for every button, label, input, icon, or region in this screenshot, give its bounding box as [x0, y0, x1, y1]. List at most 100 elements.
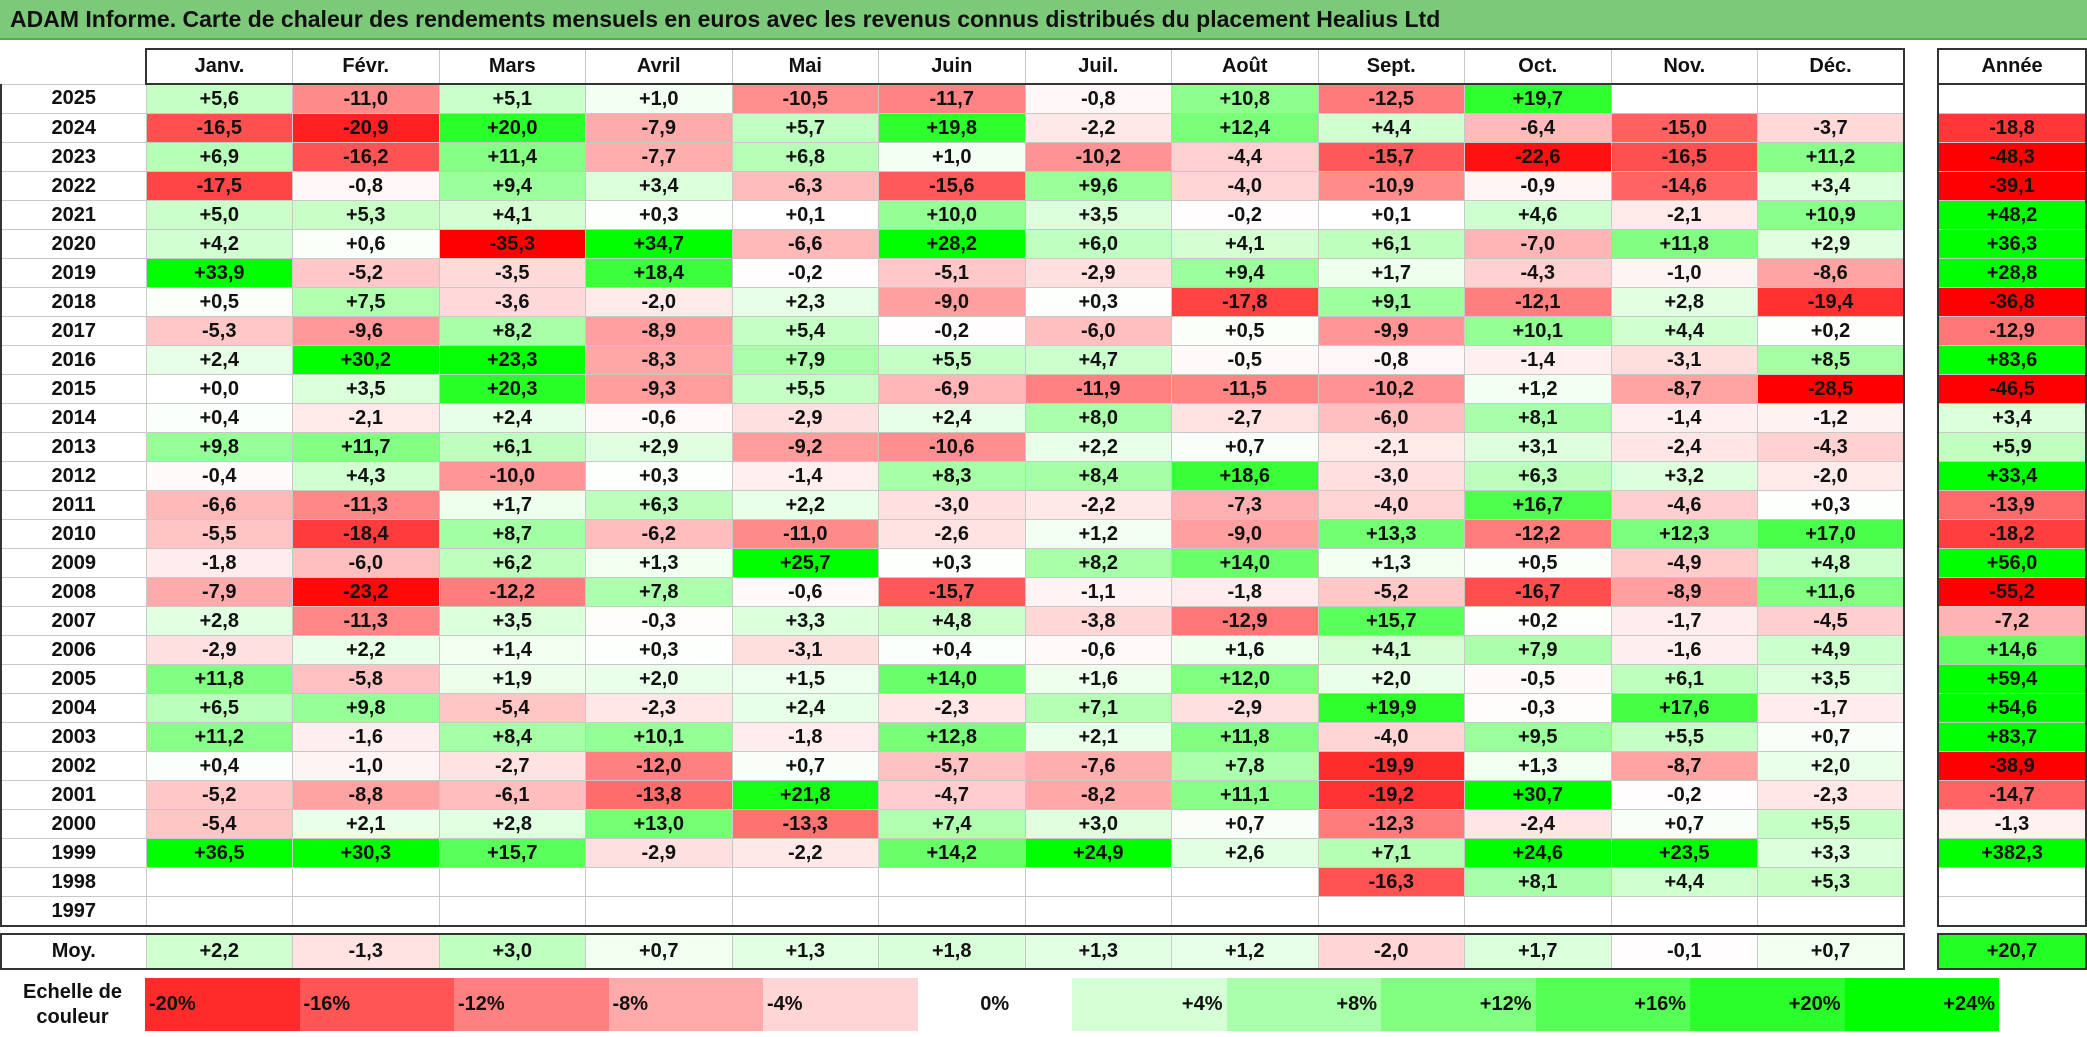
heatmap-cell: +17,6 — [1610, 693, 1758, 723]
heatmap-cell: +30,7 — [1464, 780, 1612, 810]
heatmap-cell: -2,4 — [1610, 432, 1758, 462]
heatmap-cell: +36,5 — [145, 838, 293, 868]
annual-cell: -18,8 — [1937, 113, 2087, 143]
heatmap-cell: -2,9 — [585, 838, 733, 868]
heatmap-cell: +0,7 — [1171, 809, 1319, 839]
heatmap-cell: -8,9 — [585, 316, 733, 346]
heatmap-cell: -2,1 — [1317, 432, 1465, 462]
heatmap-cell — [1610, 896, 1758, 927]
heatmap-cell: -11,9 — [1024, 374, 1172, 404]
heatmap-cell: +5,0 — [145, 200, 293, 230]
heatmap-cell: -2,9 — [1024, 258, 1172, 288]
heatmap-cell: +3,4 — [1757, 171, 1905, 201]
heatmap-cell: -13,8 — [585, 780, 733, 810]
heatmap-cell: +1,7 — [1317, 258, 1465, 288]
heatmap-cell: +7,9 — [1464, 635, 1612, 665]
average-cell: +1,8 — [878, 933, 1026, 970]
month-header: Mai — [731, 48, 879, 85]
heatmap-cell: -10,0 — [438, 461, 586, 491]
year-row: 2013 +9,8 +11,7 +6,1 +2,9 -9,2 -10,6 +2,2 +0,7 -2… — [0, 432, 1905, 462]
heatmap-cell: +3,3 — [1757, 838, 1905, 868]
year-row: 2023 +6,9 -16,2 +11,4 -7,7 +6,8 +1,0 -10,2 -4,4-… — [0, 142, 1905, 172]
heatmap-cell: +24,6 — [1464, 838, 1612, 868]
heatmap-cell: -15,0 — [1610, 113, 1758, 143]
heatmap-cell: +14,2 — [878, 838, 1026, 868]
heatmap-cell: -15,7 — [878, 577, 1026, 607]
heatmap-cell: +2,8 — [1610, 287, 1758, 317]
year-label: 2022 — [0, 171, 147, 201]
heatmap-cell: -1,0 — [1610, 258, 1758, 288]
year-row: 2019 +33,9 -5,2 -3,5 +18,4 -0,2 -5,1 -2,9 +9,4 +1… — [0, 258, 1905, 288]
heatmap-cell: +13,3 — [1317, 519, 1465, 549]
heatmap-cell: +10,9 — [1757, 200, 1905, 230]
heatmap-cell: +8,7 — [438, 519, 586, 549]
heatmap-cell: +9,8 — [145, 432, 293, 462]
heatmap-cell: +7,1 — [1024, 693, 1172, 723]
annual-cell: -18,2 — [1937, 519, 2087, 549]
heatmap-cell: -0,4 — [145, 461, 293, 491]
heatmap-cell: +1,4 — [438, 635, 586, 665]
heatmap-cell: +1,3 — [1464, 751, 1612, 781]
heatmap-cell: +0,5 — [145, 287, 293, 317]
month-header: Janv. — [145, 48, 293, 85]
heatmap-cell: -5,5 — [145, 519, 293, 549]
annual-cell: +5,9 — [1937, 432, 2087, 462]
heatmap-cell: -0,3 — [1464, 693, 1612, 723]
corner-cell — [1, 49, 146, 84]
heatmap-cell: +2,6 — [1171, 838, 1319, 868]
heatmap-cell — [731, 896, 879, 927]
heatmap-cell: -1,0 — [292, 751, 440, 781]
heatmap-cell: -10,2 — [1024, 142, 1172, 172]
heatmap-cell: -1,4 — [1464, 345, 1612, 375]
annual-cell: -36,8 — [1937, 287, 2087, 317]
heatmap-cell: +19,7 — [1464, 83, 1612, 114]
heatmap-cell: +0,3 — [878, 548, 1026, 578]
heatmap-cell: -10,5 — [731, 83, 879, 114]
heatmap-cell: +17,0 — [1757, 519, 1905, 549]
heatmap-cell: -0,2 — [731, 258, 879, 288]
month-header: Juin — [878, 48, 1026, 85]
heatmap-cell: -2,9 — [1171, 693, 1319, 723]
heatmap-cell: +9,8 — [292, 693, 440, 723]
heatmap-cell: +8,0 — [1024, 403, 1172, 433]
heatmap-cell: +5,3 — [1757, 867, 1905, 897]
heatmap-cell — [292, 896, 440, 927]
heatmap-cell: -0,3 — [585, 606, 733, 636]
heatmap-cell: -8,7 — [1610, 751, 1758, 781]
heatmap-cell: +4,4 — [1610, 867, 1758, 897]
heatmap-cell: -28,5 — [1757, 374, 1905, 404]
heatmap-cell: -2,2 — [731, 838, 879, 868]
heatmap-cell: +10,1 — [1464, 316, 1612, 346]
heatmap-cell: -6,2 — [585, 519, 733, 549]
heatmap-cell: -7,3 — [1171, 490, 1319, 520]
month-header: Août — [1171, 48, 1319, 85]
year-label: 1997 — [0, 896, 147, 927]
heatmap-cell: +5,7 — [731, 113, 879, 143]
heatmap-cell: -6,4 — [1464, 113, 1612, 143]
heatmap-cell: -12,3 — [1317, 809, 1465, 839]
heatmap-cell: +1,2 — [1024, 519, 1172, 549]
heatmap-cell: +6,5 — [145, 693, 293, 723]
year-label: 2020 — [0, 229, 147, 259]
heatmap-cell: +30,3 — [292, 838, 440, 868]
heatmap-cell: +0,7 — [1610, 809, 1758, 839]
heatmap-cell: +15,7 — [1317, 606, 1465, 636]
heatmap-cell: -12,9 — [1171, 606, 1319, 636]
heatmap-cell: +7,8 — [1171, 751, 1319, 781]
heatmap-cell: -9,3 — [585, 374, 733, 404]
annual-cell: +83,7 — [1937, 722, 2087, 752]
year-row: 2020 +4,2 +0,6 -35,3 +34,7 -6,6 +28,2 +6,0 +4,1 +… — [0, 229, 1905, 259]
heatmap-cell — [438, 896, 586, 927]
year-label: 2017 — [0, 316, 147, 346]
heatmap-cell: -5,4 — [438, 693, 586, 723]
heatmap-cell: -12,0 — [585, 751, 733, 781]
year-row: 1998 -16,3 +8,1 +4,4 +5,3 — [0, 867, 1905, 897]
heatmap-cell: -16,5 — [145, 113, 293, 143]
heatmap-cell: +11,8 — [145, 664, 293, 694]
year-row: 2025 +5,6 -11,0 +5,1 +1,0 -10,5 -11,7 -0,8 +10,8… — [0, 83, 1905, 114]
heatmap-cell: -10,6 — [878, 432, 1026, 462]
heatmap-cell: +2,9 — [585, 432, 733, 462]
year-row: 2004 +6,5 +9,8 -5,4 -2,3 +2,4 -2,3 +7,1 -2,9 +19,… — [0, 693, 1905, 723]
heatmap-cell — [731, 867, 879, 897]
heatmap-cell: -0,5 — [1171, 345, 1319, 375]
